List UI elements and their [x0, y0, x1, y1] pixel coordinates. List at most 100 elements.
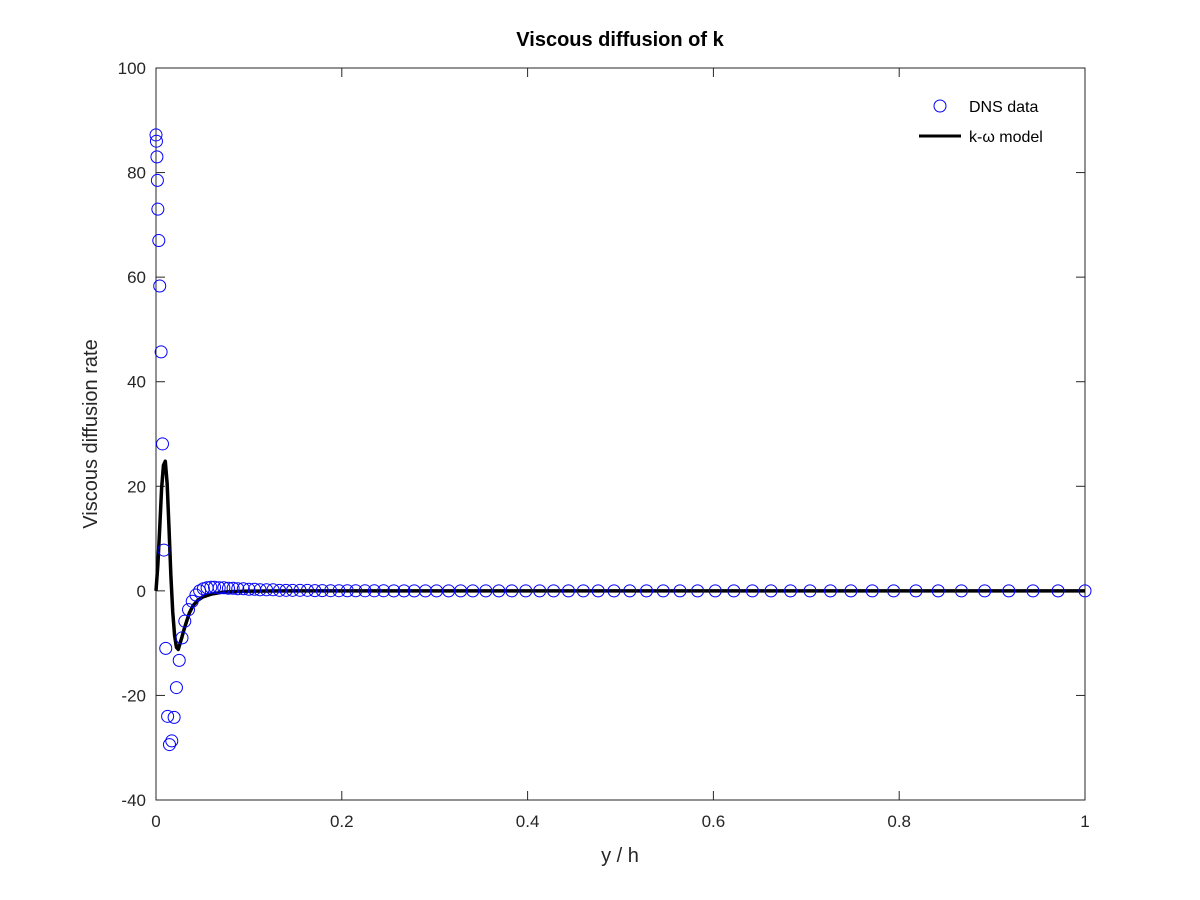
dns-data-point — [159, 641, 173, 655]
dns-data-point — [204, 580, 218, 594]
x-tick-label: 0.2 — [330, 812, 354, 831]
legend-label-dns: DNS data — [969, 99, 1038, 116]
dns-data-point — [349, 584, 363, 598]
dns-data-point — [673, 584, 687, 598]
dns-data-point — [340, 584, 354, 598]
dns-data-point — [656, 584, 670, 598]
x-tick-label: 0.8 — [887, 812, 911, 831]
dns-data-point — [377, 584, 391, 598]
dns-data-point — [253, 583, 267, 597]
plot-area — [155, 67, 1086, 801]
dns-data-point — [165, 734, 179, 748]
dns-data-point — [1002, 584, 1016, 598]
dns-data-point — [1051, 584, 1065, 598]
dns-data-point — [745, 584, 759, 598]
x-tick-label: 0 — [151, 812, 160, 831]
dns-data-point — [293, 583, 307, 597]
dns-data-point — [231, 582, 245, 596]
axis-ticks: 0 0.2 0.4 0.6 0.8 1 -40 -20 0 20 40 60 80 100 — [118, 59, 1090, 831]
dns-data-point — [153, 279, 167, 293]
dns-data-point — [387, 584, 401, 598]
y-tick-label: 60 — [127, 268, 146, 287]
y-tick-label: 80 — [127, 164, 146, 183]
dns-data-point — [156, 437, 169, 451]
dns-data-point — [479, 584, 493, 598]
dns-data-point — [764, 584, 778, 598]
dns-data-point — [519, 584, 533, 598]
series-layer — [149, 128, 1092, 752]
y-tick-label: -40 — [121, 791, 146, 810]
dns-data-point — [308, 584, 322, 598]
dns-data-point — [162, 738, 176, 752]
dns-data-point — [315, 584, 329, 598]
dns-data-point — [151, 202, 165, 216]
dns-data-point — [169, 681, 183, 695]
y-axis-label: Viscous diffusion rate — [80, 339, 102, 528]
dns-data-point — [954, 584, 968, 598]
chart-title: Viscous diffusion of k — [516, 29, 724, 51]
dns-data-point — [149, 128, 163, 142]
dns-data-point — [221, 581, 235, 595]
legend: DNS data k-ω model — [919, 99, 1043, 146]
dns-data-point — [823, 584, 837, 598]
dns-data-point — [208, 580, 222, 594]
dns-data-point — [466, 584, 480, 598]
dns-data-point — [182, 603, 196, 617]
dns-data-point — [576, 584, 590, 598]
dns-data-point — [279, 583, 293, 597]
model-line — [154, 459, 1085, 652]
dns-data-point — [561, 584, 575, 598]
legend-label-model: k-ω model — [969, 129, 1043, 146]
dns-data-point — [266, 583, 280, 597]
dns-data-point — [185, 594, 199, 608]
dns-data-point — [273, 583, 287, 597]
dns-data-point — [533, 584, 547, 598]
x-axis-label: y / h — [601, 845, 639, 867]
dns-data-point — [154, 345, 168, 359]
dns-data-point — [418, 584, 432, 598]
dns-data-point — [300, 583, 314, 597]
dns-data-point — [691, 584, 705, 598]
dns-data-point — [727, 584, 741, 598]
dns-data-point — [212, 581, 226, 595]
dns-data-point — [623, 584, 637, 598]
dns-data-point — [172, 653, 186, 667]
dns-data-point — [1078, 584, 1092, 598]
dns-data-point — [407, 584, 421, 598]
y-tick-label: 0 — [137, 582, 146, 601]
dns-data-point — [260, 583, 274, 597]
y-tick-label: 40 — [127, 373, 146, 392]
dns-data-point — [640, 584, 654, 598]
dns-data-point — [887, 584, 901, 598]
dns-data-point — [367, 584, 381, 598]
y-tick-label: -20 — [121, 686, 146, 705]
dns-data-point — [803, 584, 817, 598]
dns-data-point — [242, 582, 256, 596]
dns-data-point — [865, 584, 879, 598]
y-tick-label: 20 — [127, 477, 146, 496]
dns-data-point — [150, 173, 164, 187]
dns-data-point — [217, 581, 231, 595]
legend-marker-dns — [933, 99, 947, 113]
dns-data-point — [784, 584, 798, 598]
dns-data-point — [547, 584, 561, 598]
dns-data-point — [607, 584, 621, 598]
dns-data-point — [1026, 584, 1040, 598]
dns-data-point — [591, 584, 605, 598]
y-tick-label: 100 — [118, 59, 146, 78]
dns-data-point — [708, 584, 722, 598]
dns-data-point — [175, 631, 189, 645]
dns-data-point — [152, 234, 166, 248]
dns-data-point — [236, 582, 250, 596]
dns-data-point — [844, 584, 858, 598]
dns-data-point — [358, 584, 372, 598]
dns-data-point — [286, 583, 300, 597]
dns-data-point — [178, 614, 192, 628]
dns-data-point — [226, 581, 240, 595]
x-tick-label: 0.6 — [702, 812, 726, 831]
dns-data-point — [157, 543, 171, 557]
dns-data-point — [909, 584, 923, 598]
dns-data-point — [149, 134, 163, 148]
dns-data-point — [332, 584, 346, 598]
